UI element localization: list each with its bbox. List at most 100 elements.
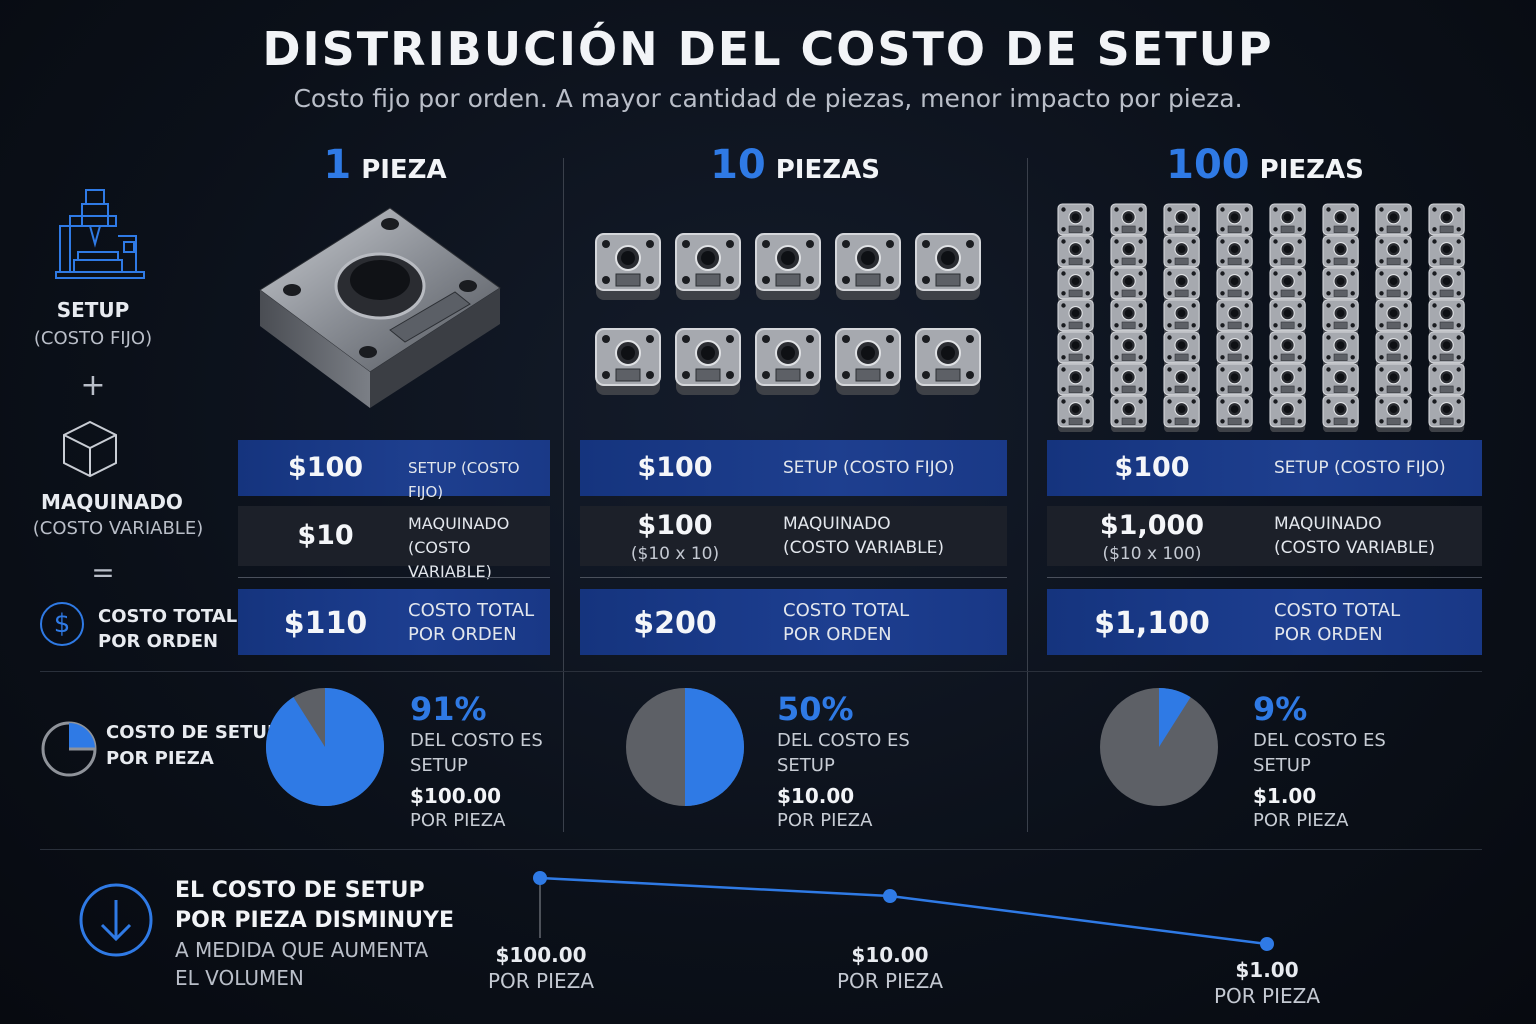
part-icon [1163,331,1200,369]
machining-row: $1,000 ($10 x 100) MAQUINADO (COSTO VARI… [1047,506,1482,566]
summary-line4: EL VOLUMEN [175,966,304,990]
setup-amount: $100 [1114,452,1190,483]
part-icon [1057,203,1094,241]
part-icon [1110,203,1147,241]
part-icon [1322,363,1359,401]
per-piece-label: POR PIEZA [410,810,506,831]
part-icon [1322,235,1359,273]
row-divider [238,577,550,578]
part-icon [1428,331,1465,369]
qty-unit: PIEZA [361,155,447,185]
machining-label-line2: (COSTO VARIABLE) [408,538,492,581]
legend-total-label: COSTO TOTAL POR ORDEN [98,604,237,654]
part-icon [1269,363,1306,401]
pie-setup-slice [685,688,744,806]
column-divider [1027,158,1028,832]
pie-setup-slice [265,688,384,806]
dollar-icon: $ [40,602,84,646]
machining-label-line1: MAQUINADO [408,514,510,533]
part-icon [1216,235,1253,273]
trend-amount: $100.00 [495,943,587,967]
trend-amount: $1.00 [1235,958,1299,982]
part-icon [1322,331,1359,369]
part-icon [1163,363,1200,401]
machining-label-line2: (COSTO VARIABLE) [783,538,944,558]
part-icon [1428,363,1465,401]
percent-caption-2: SETUP [777,755,835,776]
part-icon [1375,299,1412,337]
legend-setup-label: SETUP [56,298,130,322]
pie-text-1: 91% DEL COSTO ES SETUP $100.00 POR PIEZA [410,690,543,833]
total-amount: $1,100 [1094,606,1210,641]
total-label-line1: COSTO TOTAL [1274,600,1401,621]
part-icon [1269,331,1306,369]
setup-percent: 91% [410,690,487,728]
total-label: COSTO TOTAL POR ORDEN [408,599,534,647]
part-icon [1216,299,1253,337]
cube-icon [63,420,117,478]
machining-label-line2: (COSTO VARIABLE) [1274,538,1435,558]
part-illustration-1 [259,207,501,408]
part-icon [835,233,901,300]
total-label: COSTO TOTAL POR ORDEN [783,599,909,647]
part-icon [1375,395,1412,432]
trend-line [539,876,1268,946]
part-icon [1375,203,1412,241]
part-icon [755,328,821,395]
part-icon [1110,395,1147,432]
per-piece-label: POR PIEZA [777,810,873,831]
part-icon [1163,395,1200,432]
part-icon [1322,203,1359,241]
column-header-2: 10 PIEZAS [585,142,1005,188]
qty-number: 10 [710,142,766,188]
part-icon [755,233,821,300]
pie-legend-label: COSTO DE SETUP POR PIEZA [106,720,280,772]
trend-unit: POR PIEZA [1213,984,1321,1008]
parts-grid-10 [595,233,981,395]
setup-label: SETUP (COSTO FIJO) [408,459,520,501]
part-icon [1375,363,1412,401]
pie-chart-1 [265,688,384,806]
pie-chart-3 [1100,688,1218,806]
part-icon [1216,395,1253,432]
part-icon [1110,267,1147,305]
percent-caption-2: SETUP [1253,755,1311,776]
setup-label: SETUP (COSTO FIJO) [783,458,955,478]
part-icon [915,328,981,395]
part-icon [1269,203,1306,241]
machining-row: $100 ($10 x 10) MAQUINADO (COSTO VARIABL… [580,506,1007,566]
part-icon [1375,331,1412,369]
column-header-3: 100 PIEZAS [1055,142,1475,188]
column-divider [563,158,564,832]
total-row: $200 COSTO TOTAL POR ORDEN [580,589,1007,655]
part-icon [1163,299,1200,337]
total-amount: $110 [283,606,368,641]
setup-amount: $100 [637,452,713,483]
machining-formula: ($10 x 10) [630,544,720,564]
equals-sign: = [91,556,115,589]
section-divider [40,671,1482,672]
machining-amount: $100 [637,510,713,541]
part-icon [1110,299,1147,337]
part-icon [1057,363,1094,401]
machining-amount: $1,000 [1099,510,1205,541]
trend-unit: POR PIEZA [836,969,944,993]
machining-formula: ($10 x 100) [1102,544,1202,564]
per-piece-amount: $1.00 [1253,784,1317,808]
plus-sign: + [80,368,106,403]
pie-chart-2 [626,688,744,806]
part-icon [1269,299,1306,337]
part-icon [915,233,981,300]
summary-line3: A MEDIDA QUE AUMENTA [175,938,429,962]
per-piece-amount: $100.00 [410,784,502,808]
setup-percent: 9% [1253,690,1308,728]
total-row: $1,100 COSTO TOTAL POR ORDEN [1047,589,1482,655]
part-icon [1322,395,1359,432]
trend-unit: POR PIEZA [487,969,595,993]
pie-text-2: 50% DEL COSTO ES SETUP $10.00 POR PIEZA [777,690,910,833]
part-icon [1163,267,1200,305]
row-divider [1047,577,1482,578]
pie-legend-line1: COSTO DE SETUP [106,722,281,743]
legend-maq-label: MAQUINADO [41,490,183,514]
machining-amount: $10 [297,520,354,551]
